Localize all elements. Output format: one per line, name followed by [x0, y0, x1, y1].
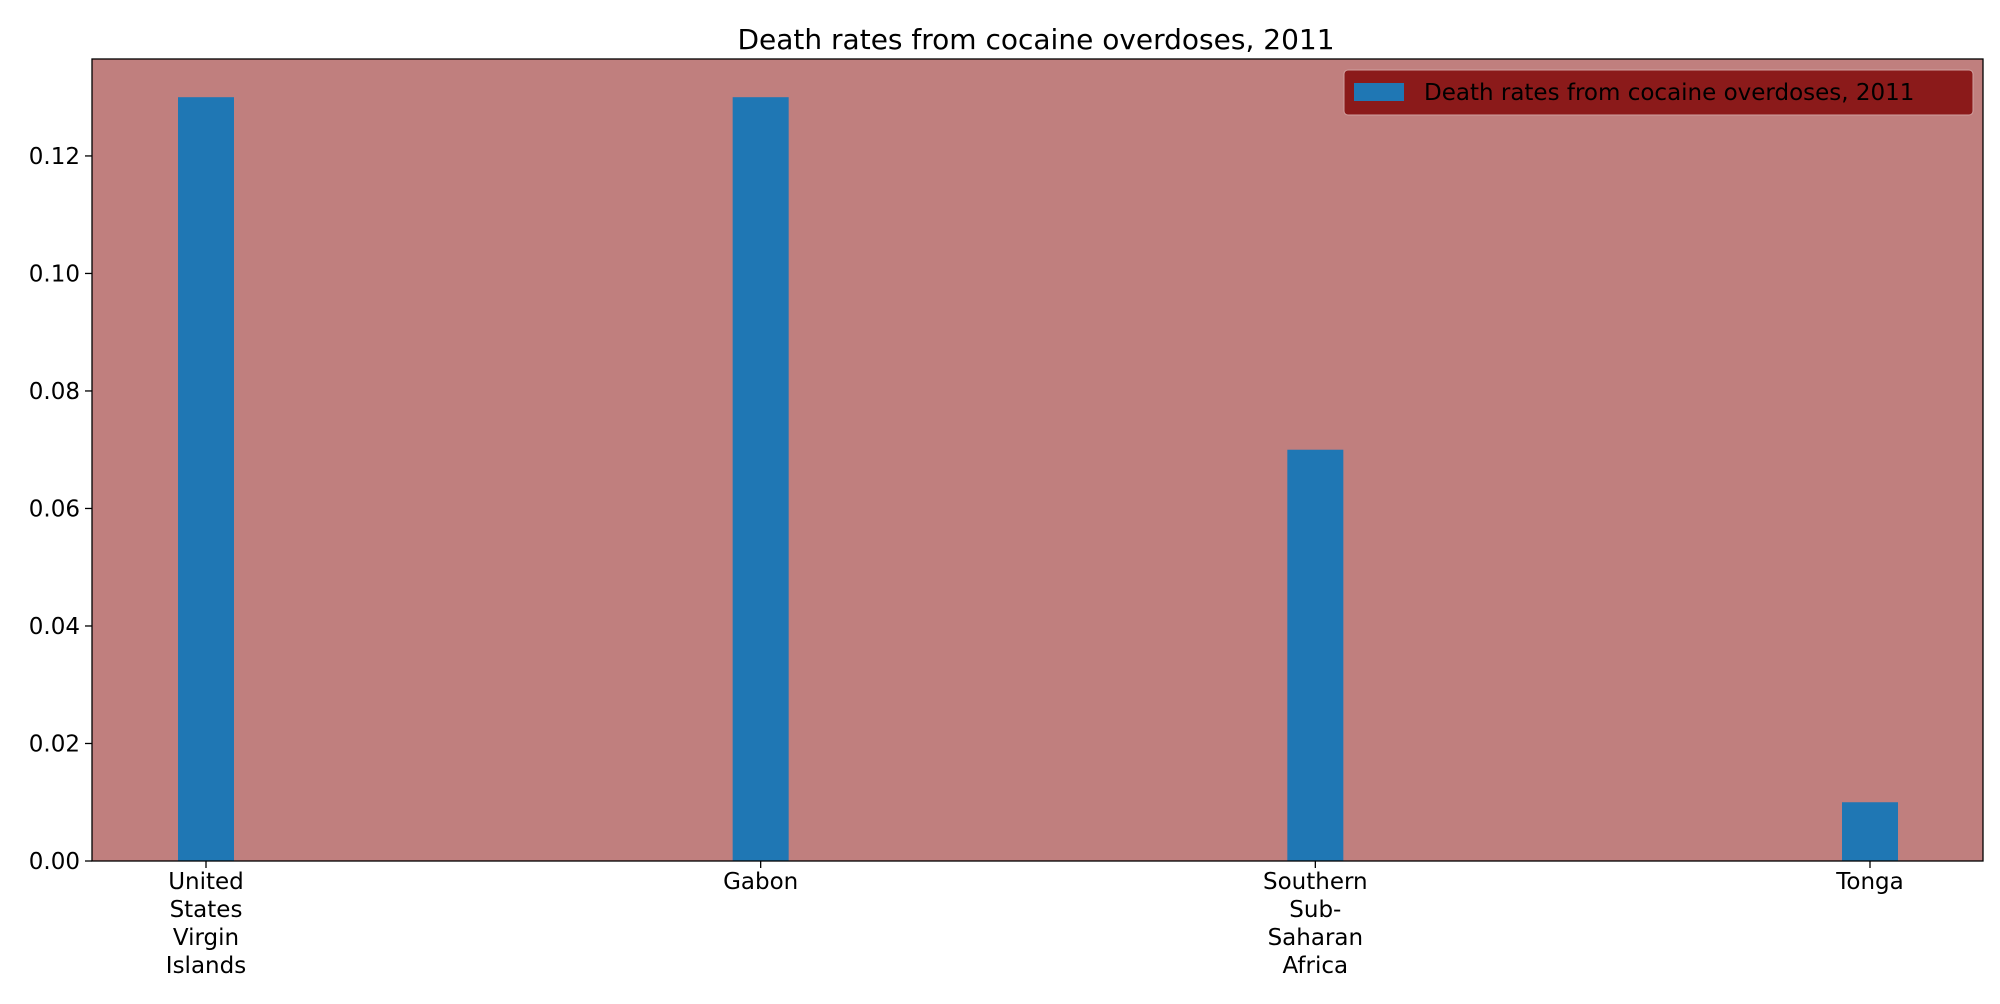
x-tick-label-2: Southern Sub-Saharan Africa [1263, 869, 1368, 979]
y-tick-label-2: 0.04 [29, 614, 80, 640]
x-tick-label-1: Gabon [723, 869, 798, 895]
y-tick-label-1: 0.02 [29, 731, 80, 757]
legend-box [1343, 69, 1974, 116]
bar-0 [178, 97, 234, 861]
x-tick-label-0: United States Virgin Islands [166, 869, 246, 979]
plot-area: 0.00 0.02 0.04 0.06 0.08 0.10 0.12 United States… [29, 58, 1984, 979]
y-tick-label-5: 0.10 [29, 261, 80, 287]
plot-frame [91, 58, 1984, 862]
y-tick-label-3: 0.06 [29, 496, 80, 522]
y-tick-label-6: 0.12 [29, 144, 80, 170]
legend-swatch [1354, 83, 1404, 101]
legend-label: Death rates from cocaine overdoses, 2011 [1424, 80, 1914, 106]
y-tick-label-0: 0.00 [29, 849, 80, 875]
y-tick-label-4: 0.08 [29, 379, 80, 405]
x-tick-label-3: Tonga [1835, 869, 1903, 895]
chart-title: Death rates from cocaine overdoses, 2011 [737, 23, 1334, 56]
bar-2 [1287, 449, 1344, 861]
bar-1 [732, 97, 789, 861]
plot-background [92, 59, 1983, 861]
bar-3 [1842, 802, 1898, 861]
